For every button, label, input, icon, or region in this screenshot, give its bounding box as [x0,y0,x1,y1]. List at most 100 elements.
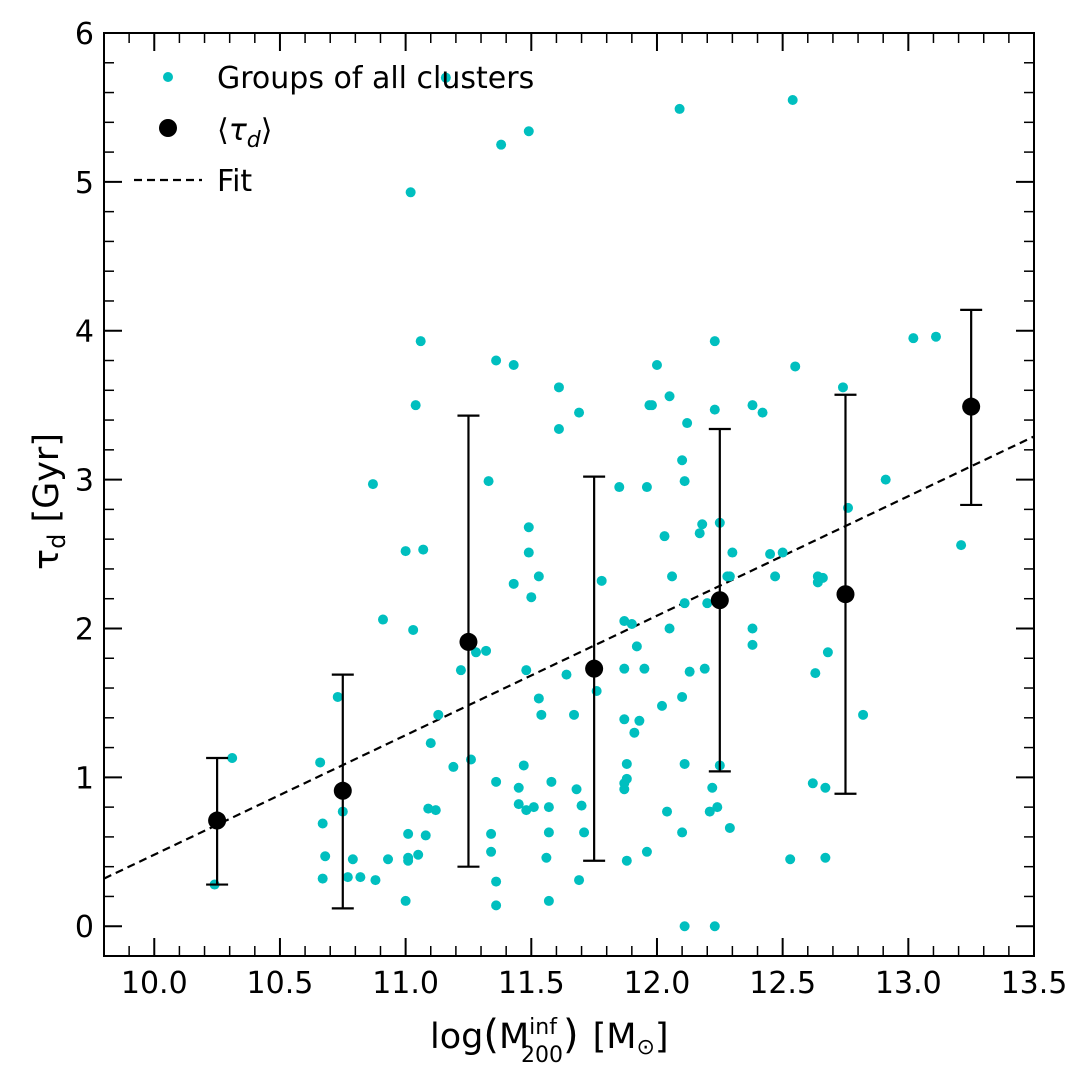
y-tick-label: 5 [75,166,94,201]
scatter-point [677,455,688,466]
scatter-point [518,760,529,771]
scatter-point [320,851,331,862]
scatter-point [569,709,580,720]
scatter-point [541,852,552,863]
scatter-point [785,854,796,865]
x-axis-title: log(Minf 200) [M⊙] [430,1012,669,1068]
scatter-point [317,873,328,884]
scatter-point [709,921,720,932]
scatter-point [596,575,607,586]
x-title-rparen: ) [563,1012,579,1058]
scatter-point [521,665,532,676]
scatter-point [707,782,718,793]
scatter-point [712,802,723,813]
y-tick-label: 1 [75,761,94,796]
scatter-point [383,854,394,865]
scatter-point [694,528,705,539]
scatter-point [757,407,768,418]
scatter-point [679,921,690,932]
scatter-point [533,693,544,704]
scatter-point [629,727,640,738]
scatter-point [777,547,788,558]
scatter-point [641,482,652,493]
scatter-point [651,359,662,370]
mean-point [333,781,352,800]
scatter-point [631,641,642,652]
x-title-sun: ⊙ [636,1035,654,1060]
scatter-point [770,571,781,582]
x-tick-label: 10.5 [247,966,314,1001]
scatter-point [400,546,411,557]
y-title-unit: [Gyr] [27,433,67,534]
scatter-point [543,827,554,838]
scatter-point [908,333,919,344]
mean-point [710,591,729,610]
scatter-point [664,623,675,634]
scatter-point [579,827,590,838]
scatter-point [523,126,534,137]
scatter-point [370,875,381,886]
scatter-point [621,855,632,866]
scatter-point [491,355,502,366]
scatter-point [526,592,537,603]
scatter-point [481,645,492,656]
scatter-point [674,103,685,114]
legend-mean-open: ⟨ [217,113,229,148]
scatter-point [521,805,532,816]
legend-label-mean: ⟨τd⟩ [217,113,272,153]
fit-line [104,435,1034,880]
scatter-point [820,782,831,793]
scatter-point [536,709,547,720]
scatter-point [508,578,519,589]
scatter-point [491,776,502,787]
scatter-point [724,571,735,582]
scatter-point [415,336,426,347]
scatter-point [667,571,678,582]
y-tick-label: 6 [75,17,94,52]
scatter-point [491,876,502,887]
scatter-point [822,647,833,658]
scatter-point [699,663,710,674]
scatter-point [621,773,632,784]
x-title-close: ] [655,1017,669,1057]
legend-label-groups: Groups of all clusters [217,61,534,96]
scatter-point [227,753,238,764]
mean-points [206,308,983,910]
scatter-point [315,757,326,768]
scatter-point [679,758,690,769]
mean-point [459,632,478,651]
scatter-point [682,418,693,429]
x-title-sub: 200 [521,1043,563,1068]
mean-point [585,659,604,678]
x-tick-label: 12.0 [624,966,691,1001]
y-tick-label: 0 [75,910,94,945]
scatter-points [209,72,967,932]
scatter-point [561,669,572,680]
scatter-point [697,519,708,530]
scatter-point [408,624,419,635]
scatter-point [619,714,630,725]
scatter-point [347,854,358,865]
mean-point [836,585,855,604]
scatter-point [709,404,720,415]
scatter-point [403,828,414,839]
scatter-point [956,540,967,551]
y-tick-label: 3 [75,464,94,499]
scatter-point [553,382,564,393]
scatter-point [619,784,630,795]
scatter-point [790,361,801,372]
scatter-point [418,544,429,555]
scatter-point [455,665,466,676]
mean-point [962,397,981,416]
scatter-point [724,822,735,833]
scatter-point [765,549,776,560]
y-title-tau: τ [27,549,67,570]
scatter-point [679,476,690,487]
scatter-point [423,803,434,814]
scatter-point [430,805,441,816]
scatter-point [471,647,481,658]
scatter-point [400,895,411,906]
scatter-point [342,872,353,883]
scatter-point [405,187,416,198]
x-tick-label: 12.5 [749,966,816,1001]
